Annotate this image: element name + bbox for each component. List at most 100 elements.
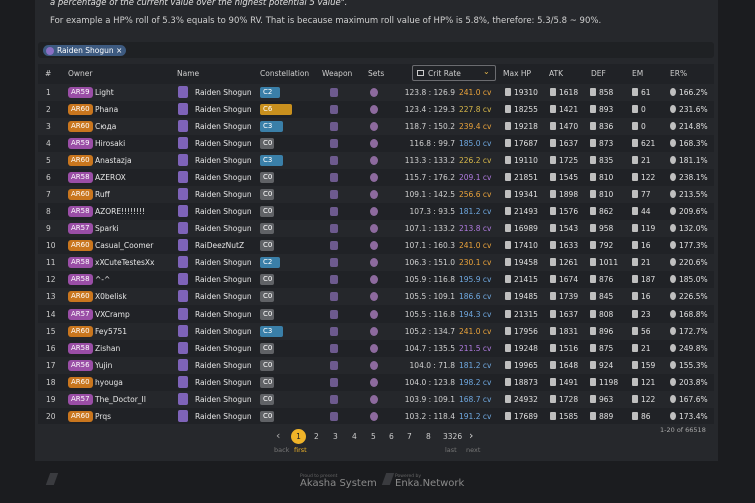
character-icon bbox=[178, 119, 188, 132]
table-row[interactable]: 16 AR58 Zishan Raiden Shogun C0 104.7 : 135.5… bbox=[38, 340, 714, 357]
stat-er: 214.8% bbox=[679, 121, 708, 131]
adventure-rank-badge: AR57 bbox=[68, 393, 93, 405]
owner-name[interactable]: xXCuteTestesXx bbox=[95, 258, 155, 268]
table-row[interactable]: 2 AR60 Phana Raiden Shogun C6 123.4 : 129.3 22… bbox=[38, 101, 714, 118]
column-header[interactable]: Weapon bbox=[322, 69, 353, 78]
owner-name[interactable]: Sparki bbox=[95, 224, 119, 234]
def-icon bbox=[590, 87, 596, 96]
weapon-icon bbox=[330, 224, 338, 234]
owner-name[interactable]: VXCramp bbox=[95, 309, 130, 319]
column-header[interactable]: Name bbox=[177, 69, 200, 78]
crit-ratio: 115.7 : 176.2 bbox=[404, 172, 455, 182]
constellation-badge: C3 bbox=[260, 154, 283, 166]
page-prev-label[interactable]: back bbox=[274, 446, 290, 454]
column-header[interactable]: ER% bbox=[670, 69, 688, 78]
table-row[interactable]: 9 AR57 Sparki Raiden Shogun C0 107.1 : 133.2 2… bbox=[38, 220, 714, 238]
owner-name[interactable]: Casual_Coomer bbox=[95, 241, 154, 251]
page-next[interactable]: › bbox=[469, 429, 474, 442]
table-row[interactable]: 18 AR60 hyouga Raiden Shogun C0 104.0 : 123.8… bbox=[38, 374, 714, 391]
owner-name[interactable]: Light bbox=[95, 87, 114, 97]
page-button[interactable]: 3 bbox=[333, 432, 338, 441]
sort-icon[interactable] bbox=[417, 70, 424, 76]
column-header[interactable]: Constellation bbox=[260, 69, 310, 78]
column-header[interactable]: Owner bbox=[68, 69, 93, 78]
column-header[interactable]: Sets bbox=[368, 69, 385, 78]
table-row[interactable]: 1 AR59 Light Raiden Shogun C2 123.8 : 126.9 24… bbox=[38, 83, 714, 101]
weapon-icon bbox=[330, 343, 338, 353]
table-row[interactable]: 3 AR60 Сюда Raiden Shogun C3 118.7 : 150.2 239… bbox=[38, 117, 714, 135]
table-row[interactable]: 17 AR56 Yujin Raiden Shogun C0 104.0 : 71.8 18… bbox=[38, 356, 714, 374]
hp-icon bbox=[505, 224, 511, 233]
page-button[interactable]: 2 bbox=[314, 432, 319, 441]
crit-ratio: 104.0 : 71.8 bbox=[409, 360, 455, 370]
page-prev[interactable]: ‹ bbox=[276, 429, 281, 442]
adventure-rank-badge: AR60 bbox=[68, 188, 93, 200]
table-row[interactable]: 5 AR60 Anastazja Raiden Shogun C3 113.3 : 133… bbox=[38, 151, 714, 169]
page-first-label[interactable]: first bbox=[294, 446, 307, 454]
em-icon bbox=[632, 360, 638, 369]
column-header[interactable]: # bbox=[45, 69, 52, 78]
table-row[interactable]: 13 AR60 X0belisk Raiden Shogun C0 105.5 : 109… bbox=[38, 288, 714, 306]
adventure-rank-badge: AR58 bbox=[68, 257, 93, 269]
column-header[interactable]: Max HP bbox=[503, 69, 532, 78]
owner-name[interactable]: Zishan bbox=[95, 343, 121, 353]
column-header[interactable]: Crit Rate bbox=[428, 69, 461, 78]
crit-ratio: 103.2 : 118.4 bbox=[404, 412, 455, 422]
owner-name[interactable]: Сюда bbox=[95, 121, 117, 131]
table-row[interactable]: 7 AR60 Ruff Raiden Shogun C0 109.1 : 142.5 256… bbox=[38, 185, 714, 203]
stat-max-hp: 19341 bbox=[514, 189, 538, 199]
crit-value: 181.2 cv bbox=[459, 360, 492, 370]
page-last-label[interactable]: last bbox=[445, 446, 457, 454]
table-row[interactable]: 6 AR58 AZEROX Raiden Shogun C0 115.7 : 176.2 2… bbox=[38, 169, 714, 186]
table-row[interactable]: 11 AR58 xXCuteTestesXx Raiden Shogun C2 106.3… bbox=[38, 254, 714, 272]
owner-name[interactable]: Phana bbox=[95, 104, 119, 114]
owner-name[interactable]: Prqs bbox=[95, 412, 112, 422]
page-button[interactable]: 3326 bbox=[443, 432, 463, 441]
filter-tag[interactable]: Raiden Shogun × bbox=[43, 45, 127, 56]
page-button[interactable]: 7 bbox=[407, 432, 412, 441]
owner-name[interactable]: The_Doctor_II bbox=[95, 394, 146, 404]
table-row[interactable]: 14 AR57 VXCramp Raiden Shogun C0 105.5 : 116.… bbox=[38, 306, 714, 323]
stat-max-hp: 21851 bbox=[514, 172, 538, 182]
owner-name[interactable]: Anastazja bbox=[95, 155, 132, 165]
er-icon bbox=[670, 275, 676, 284]
table-row[interactable]: 12 AR58 ^-^ Raiden Shogun C0 105.9 : 116.8 195… bbox=[38, 271, 714, 288]
page-button[interactable]: 6 bbox=[389, 432, 394, 441]
table-row[interactable]: 8 AR58 AZORE!!!!!!!! Raiden Shogun C0 107.3 :… bbox=[38, 203, 714, 220]
filter-tag-close[interactable]: × bbox=[116, 46, 123, 55]
akasha-logo bbox=[45, 473, 59, 485]
hp-icon bbox=[505, 241, 511, 250]
owner-name[interactable]: Yujin bbox=[95, 360, 113, 370]
sort-arrow[interactable]: ⌄ bbox=[483, 67, 490, 76]
owner-name[interactable]: AZORE!!!!!!!! bbox=[95, 207, 146, 217]
er-icon bbox=[670, 360, 676, 369]
owner-name[interactable]: Hirosaki bbox=[95, 138, 126, 148]
owner-name[interactable]: hyouga bbox=[95, 377, 123, 387]
page-next-label[interactable]: next bbox=[466, 446, 481, 454]
table-row[interactable]: 20 AR60 Prqs Raiden Shogun C0 103.2 : 118.4 19… bbox=[38, 408, 714, 425]
page-button[interactable]: 4 bbox=[352, 432, 357, 441]
atk-icon bbox=[550, 377, 556, 386]
table-row[interactable]: 15 AR60 Fey5751 Raiden Shogun C3 105.2 : 134.… bbox=[38, 322, 714, 340]
column-header[interactable]: EM bbox=[632, 69, 644, 78]
em-icon bbox=[632, 87, 638, 96]
stat-max-hp: 17687 bbox=[514, 138, 538, 148]
table-row[interactable]: 19 AR57 The_Doctor_II Raiden Shogun C0 103.9 … bbox=[38, 390, 714, 408]
table-row[interactable]: 10 AR60 Casual_Coomer RaiDeezNutZ C0 107.1 : … bbox=[38, 237, 714, 254]
owner-name[interactable]: Ruff bbox=[95, 189, 110, 199]
def-icon bbox=[590, 189, 596, 198]
crit-value: 185.0 cv bbox=[459, 138, 492, 148]
owner-name[interactable]: X0belisk bbox=[95, 292, 127, 302]
page-button[interactable]: 8 bbox=[426, 432, 431, 441]
table-row[interactable]: 4 AR59 Hirosaki Raiden Shogun C0 116.8 : 99.7… bbox=[38, 135, 714, 152]
page-button[interactable]: 5 bbox=[371, 432, 376, 441]
owner-name[interactable]: ^-^ bbox=[95, 275, 111, 285]
owner-name[interactable]: Fey5751 bbox=[95, 326, 128, 336]
column-header[interactable]: DEF bbox=[591, 69, 606, 78]
column-header[interactable]: ATK bbox=[549, 69, 564, 78]
constellation-badge: C0 bbox=[260, 359, 274, 371]
owner-name[interactable]: AZEROX bbox=[95, 172, 126, 182]
atk-icon bbox=[550, 104, 556, 113]
page-button[interactable]: 1 bbox=[291, 429, 306, 444]
